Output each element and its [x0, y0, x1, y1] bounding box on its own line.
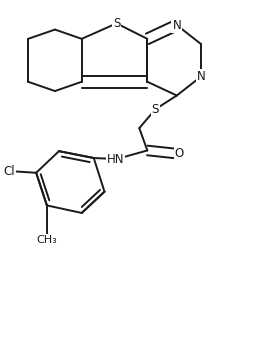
Text: Cl: Cl — [4, 165, 15, 178]
Text: S: S — [113, 17, 120, 30]
Text: N: N — [172, 18, 181, 32]
Text: O: O — [175, 147, 184, 161]
Text: HN: HN — [107, 153, 124, 165]
Text: S: S — [152, 103, 159, 116]
Text: CH₃: CH₃ — [36, 235, 57, 245]
Text: N: N — [197, 70, 205, 83]
